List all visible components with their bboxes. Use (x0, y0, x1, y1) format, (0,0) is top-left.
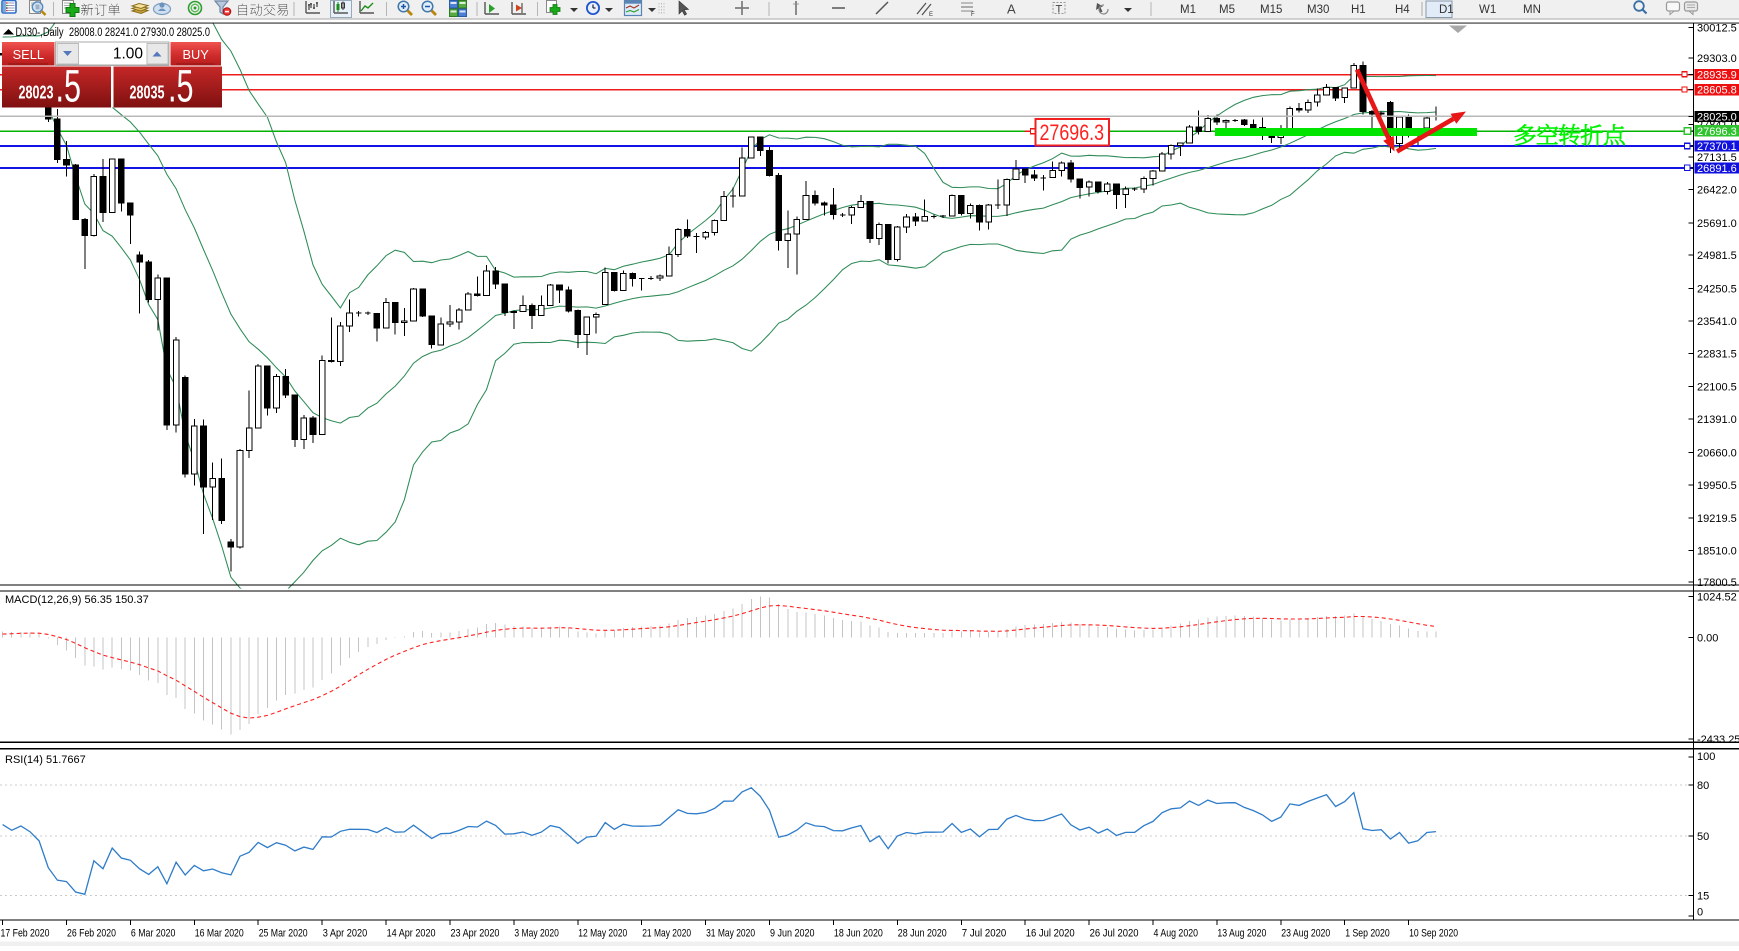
svg-text:T: T (1056, 4, 1063, 16)
svg-text:12 May 2020: 12 May 2020 (578, 928, 627, 940)
svg-text:13 Aug 2020: 13 Aug 2020 (1217, 928, 1266, 940)
svg-text:-2433.25: -2433.25 (1697, 734, 1739, 746)
svg-text:26891.6: 26891.6 (1697, 163, 1737, 175)
svg-text:MACD(12,26,9) 56.35 150.37: MACD(12,26,9) 56.35 150.37 (5, 594, 149, 606)
svg-text:M1: M1 (1180, 4, 1196, 16)
svg-text:18510.0: 18510.0 (1697, 546, 1737, 558)
svg-text:23 Aug 2020: 23 Aug 2020 (1281, 928, 1330, 940)
svg-text:26 Jul 2020: 26 Jul 2020 (1090, 928, 1139, 940)
svg-text:22831.5: 22831.5 (1697, 348, 1737, 360)
svg-text:RSI(14) 51.7667: RSI(14) 51.7667 (5, 754, 86, 766)
svg-text:21391.0: 21391.0 (1697, 414, 1737, 426)
svg-text:14 Apr 2020: 14 Apr 2020 (387, 928, 436, 940)
svg-text:30012.5: 30012.5 (1697, 23, 1737, 35)
svg-text:20660.0: 20660.0 (1697, 447, 1737, 459)
svg-text:W1: W1 (1479, 4, 1496, 16)
svg-text:27370.1: 27370.1 (1697, 141, 1737, 153)
svg-text:28605.8: 28605.8 (1697, 85, 1737, 97)
svg-text:M30: M30 (1307, 4, 1329, 16)
svg-text:25 Mar 2020: 25 Mar 2020 (259, 928, 308, 940)
svg-text:29303.0: 29303.0 (1697, 53, 1737, 65)
svg-text:28935.9: 28935.9 (1697, 70, 1737, 82)
svg-text:3 May 2020: 3 May 2020 (514, 928, 559, 940)
svg-text:D1: D1 (1439, 4, 1454, 16)
svg-text:1024.52: 1024.52 (1697, 592, 1737, 604)
svg-text:17 Feb 2020: 17 Feb 2020 (1, 928, 50, 940)
svg-text:31 May 2020: 31 May 2020 (706, 928, 755, 940)
svg-text:1.00: 1.00 (113, 46, 144, 63)
svg-text:1 Sep 2020: 1 Sep 2020 (1345, 928, 1390, 940)
svg-text:19219.5: 19219.5 (1697, 513, 1737, 525)
svg-text:22100.5: 22100.5 (1697, 382, 1737, 394)
svg-text:17800.5: 17800.5 (1697, 577, 1737, 589)
svg-text:23 Apr 2020: 23 Apr 2020 (451, 928, 500, 940)
svg-text:15: 15 (1697, 891, 1709, 903)
svg-text:18 Jun 2020: 18 Jun 2020 (834, 928, 883, 940)
svg-text:23541.0: 23541.0 (1697, 316, 1737, 328)
svg-text:A: A (1007, 2, 1016, 17)
svg-text:E: E (929, 12, 933, 18)
svg-text:4 Aug 2020: 4 Aug 2020 (1154, 928, 1199, 940)
svg-text:.5: .5 (56, 61, 82, 112)
svg-text:M5: M5 (1219, 4, 1235, 16)
svg-text:16 Jul 2020: 16 Jul 2020 (1026, 928, 1075, 940)
svg-text:6 Mar 2020: 6 Mar 2020 (131, 928, 176, 940)
svg-text:0.00: 0.00 (1697, 633, 1718, 645)
svg-text:28023: 28023 (19, 82, 54, 102)
svg-text:24981.5: 24981.5 (1697, 250, 1737, 262)
svg-text:H1: H1 (1351, 4, 1366, 16)
svg-text:7 Jul 2020: 7 Jul 2020 (962, 928, 1007, 940)
svg-text:100: 100 (1697, 751, 1715, 763)
svg-text:H4: H4 (1395, 4, 1410, 16)
svg-text:SELL: SELL (13, 47, 44, 62)
svg-text:50: 50 (1697, 831, 1709, 843)
svg-text:27696.3: 27696.3 (1697, 126, 1737, 138)
svg-text:26 Feb 2020: 26 Feb 2020 (67, 928, 116, 940)
svg-text:DJ30-,Daily: DJ30-,Daily (16, 27, 64, 39)
svg-text:16 Mar 2020: 16 Mar 2020 (195, 928, 244, 940)
svg-text:28008.0 28241.0 27930.0 28025.: 28008.0 28241.0 27930.0 28025.0 (69, 27, 210, 39)
svg-text:24250.5: 24250.5 (1697, 284, 1737, 296)
svg-text:26422.0: 26422.0 (1697, 184, 1737, 196)
svg-text:10 Sep 2020: 10 Sep 2020 (1409, 928, 1458, 940)
svg-text:F: F (971, 12, 975, 18)
svg-text:25691.0: 25691.0 (1697, 218, 1737, 230)
svg-text:28035: 28035 (130, 82, 165, 102)
svg-text:27696.3: 27696.3 (1040, 120, 1105, 145)
svg-text:.5: .5 (168, 61, 194, 112)
svg-text:19950.5: 19950.5 (1697, 480, 1737, 492)
svg-text:0: 0 (1697, 907, 1703, 919)
svg-text:3 Apr 2020: 3 Apr 2020 (323, 928, 368, 940)
svg-text:28 Jun 2020: 28 Jun 2020 (898, 928, 947, 940)
svg-text:9 Jun 2020: 9 Jun 2020 (770, 928, 815, 940)
svg-text:21 May 2020: 21 May 2020 (642, 928, 691, 940)
svg-text:MN: MN (1523, 4, 1541, 16)
svg-text:M15: M15 (1260, 4, 1282, 16)
svg-text:80: 80 (1697, 780, 1709, 792)
svg-text:28025.0: 28025.0 (1697, 111, 1737, 123)
